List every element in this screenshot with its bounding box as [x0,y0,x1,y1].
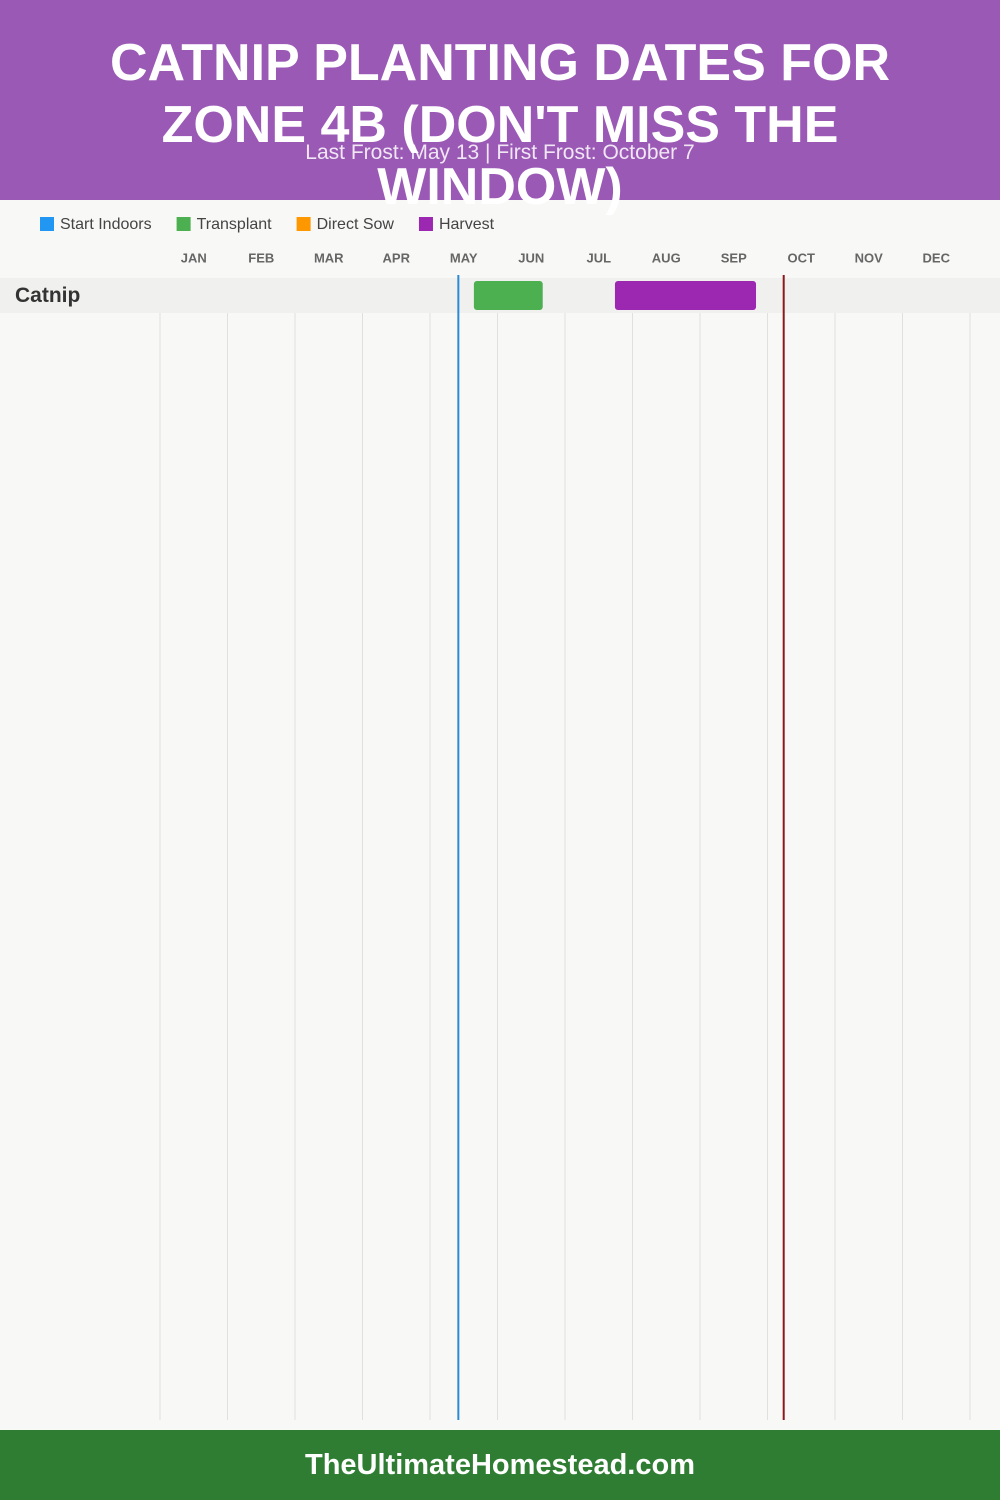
chart-subtitle: Last Frost: May 13 | First Frost: Octobe… [305,141,695,164]
chart: Start Indoors Transplant Direct Sow Harvest… [0,216,1000,1420]
chart-title: CATNIP PLANTING DATES FOR ZONE 4B (DON'T… [110,34,890,216]
legend-label: Transplant [197,216,273,233]
legend-swatch [176,217,191,231]
legend-label: Direct Sow [317,216,395,233]
legend-swatch [40,217,54,231]
x-tick-label: MAY [450,250,478,265]
legend-swatch [418,217,433,231]
x-tick-label: AUG [652,250,681,265]
x-tick-label: FEB [248,250,274,265]
header [0,0,1000,200]
footer: TheUltimateHomestead.com [0,1430,1000,1500]
task-bar [473,281,543,310]
x-tick-label: OCT [788,250,816,265]
legend-swatch [296,217,311,231]
row-label: Catnip [15,284,80,307]
legend-label: Start Indoors [60,216,152,233]
x-tick-label: APR [383,250,411,265]
x-tick-label: JAN [181,250,207,265]
x-tick-label: JUL [586,250,611,265]
task-bar [614,281,757,310]
x-tick-label: MAR [314,250,344,265]
legend-label: Harvest [439,216,495,233]
x-tick-label: NOV [855,250,884,265]
x-tick-label: JUN [518,250,544,265]
x-tick-label: SEP [721,250,747,265]
x-tick-label: DEC [923,250,951,265]
